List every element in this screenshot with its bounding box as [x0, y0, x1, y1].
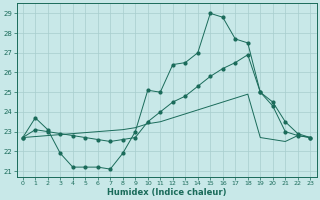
X-axis label: Humidex (Indice chaleur): Humidex (Indice chaleur) [107, 188, 226, 197]
